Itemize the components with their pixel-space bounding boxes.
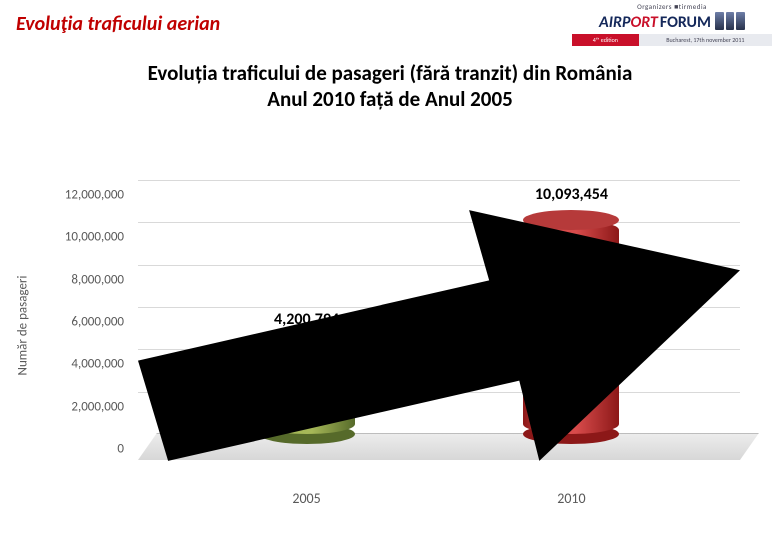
logo-main: AIRP ORT FORUM <box>572 12 772 32</box>
logo-forum: FORUM <box>660 13 711 32</box>
y-labels: 02,000,0004,000,0006,000,0008,000,00010,… <box>60 180 130 434</box>
logo-airport-b: ORT <box>631 13 658 32</box>
chart-area: Număr de pasageri 02,000,0004,000,0006,0… <box>60 180 740 510</box>
logo-airport-a: AIRP <box>599 13 630 32</box>
chart-title-line2: Anul 2010 față de Anul 2005 <box>0 86 780 112</box>
x-labels: 2005 2010 <box>138 490 740 520</box>
y-axis-title: Număr de pasageri <box>14 180 32 470</box>
chart-title: Evoluția traficului de pasageri (fără tr… <box>0 60 780 113</box>
x-label-2010: 2010 <box>511 490 631 507</box>
x-label-2005: 2005 <box>247 490 367 507</box>
plot: 02,000,0004,000,0006,000,0008,000,00010,… <box>138 180 740 460</box>
logo-icons <box>715 12 745 32</box>
chart-title-line1: Evoluția traficului de pasageri (fără tr… <box>0 60 780 86</box>
logo-tag-date: Bucharest, 17th november 2011 <box>639 34 772 46</box>
logo-topline: Organizers ■tirmedia <box>572 2 772 12</box>
arrow-icon <box>138 180 740 481</box>
logo-tag-edition: 4ᵗʰ edition <box>572 34 639 46</box>
slide-root: { "header": { "title": "Evoluţia traficu… <box>0 0 780 540</box>
logo: Organizers ■tirmedia AIRP ORT FORUM 4ᵗʰ … <box>572 2 772 46</box>
logo-tag: 4ᵗʰ edition Bucharest, 17th november 201… <box>572 34 772 46</box>
header-title: Evoluţia traficului aerian <box>16 12 220 36</box>
